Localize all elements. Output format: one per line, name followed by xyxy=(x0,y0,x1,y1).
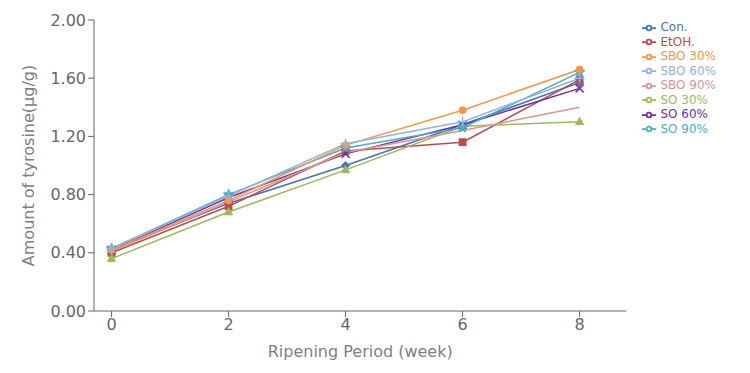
svg-text:0.40: 0.40 xyxy=(50,243,86,262)
svg-text:6: 6 xyxy=(458,315,468,334)
svg-text:2.00: 2.00 xyxy=(50,11,86,30)
svg-text:0: 0 xyxy=(106,315,116,334)
html-text:SBO 30%: SBO 30% xyxy=(660,49,716,63)
html-text:SBO 90%: SBO 90% xyxy=(660,78,716,92)
html-text:SO 30%: SO 30% xyxy=(660,92,708,107)
html-text:EtOH.: EtOH. xyxy=(660,34,695,49)
svg-text:0.80: 0.80 xyxy=(50,185,86,204)
svg-text:1.60: 1.60 xyxy=(50,69,86,88)
html-text:Con.: Con. xyxy=(660,20,688,34)
html-text:SO 60%: SO 60% xyxy=(660,107,708,121)
svg-text:8: 8 xyxy=(575,315,585,334)
svg-text:4: 4 xyxy=(340,315,350,334)
svg-text:0.00: 0.00 xyxy=(50,302,86,321)
svg-text:1.20: 1.20 xyxy=(50,127,86,146)
svg-text:Amount of tyrosine(μg/g): Amount of tyrosine(μg/g) xyxy=(19,65,38,266)
html-text:SBO 60%: SBO 60% xyxy=(660,63,716,78)
svg-text:2: 2 xyxy=(223,315,233,334)
html-text:SO 90%: SO 90% xyxy=(660,121,708,136)
svg-text:Ripening Period (week): Ripening Period (week) xyxy=(268,342,453,361)
